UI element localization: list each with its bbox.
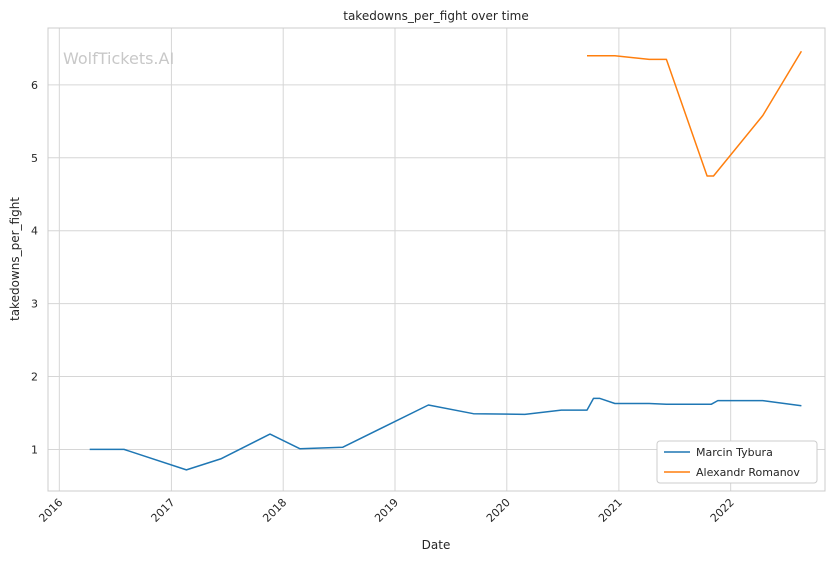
y-axis-ticks: 1 2 3 4 5 6 (31, 79, 38, 457)
plot-area-frame (47, 27, 826, 492)
y-tick-label-1: 1 (31, 443, 38, 456)
legend: Marcin Tybura Alexandr Romanov (656, 440, 818, 484)
grid-lines (48, 28, 825, 491)
y-tick-label-3: 3 (31, 298, 38, 311)
y-tick-label-4: 4 (31, 225, 38, 238)
y-axis-title: takedowns_per_fight (8, 197, 22, 321)
legend-label-marcin-tybura: Marcin Tybura (696, 446, 773, 459)
legend-label-alexandr-romanov: Alexandr Romanov (696, 466, 800, 479)
x-axis-title: Date (422, 538, 451, 552)
series-line-alexandr-romanov (587, 50, 803, 177)
y-tick-label-5: 5 (31, 152, 38, 165)
y-tick-label-2: 2 (31, 371, 38, 384)
series-line-marcin-tybura (89, 397, 802, 471)
y-tick-label-6: 6 (31, 79, 38, 92)
watermark-text: WolfTickets.AI (63, 49, 174, 68)
legend-box (656, 440, 818, 484)
series-layer (89, 50, 803, 471)
chart-title: takedowns_per_fight over time (343, 9, 529, 23)
